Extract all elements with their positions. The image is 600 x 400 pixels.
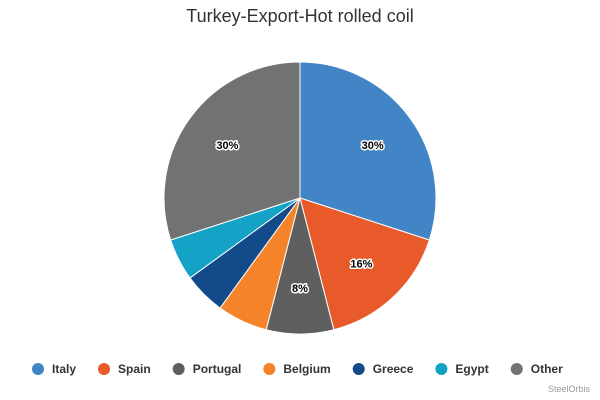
data-label-other: 30% — [216, 140, 238, 152]
legend-label-egypt: Egypt — [455, 362, 488, 376]
legend-label-portugal: Portugal — [193, 362, 242, 376]
pie-data-labels: 30% 16% 8% 30% — [215, 139, 385, 297]
credit-text[interactable]: SteelOrbis — [547, 384, 590, 394]
legend-item-spain[interactable]: Spain — [98, 362, 151, 376]
legend-label-other: Other — [531, 362, 563, 376]
legend-marker-portugal — [172, 363, 185, 375]
pie-slices — [163, 61, 437, 335]
chart-title: Turkey-Export-Hot rolled coil — [186, 6, 414, 26]
pie-slice-other[interactable] — [163, 61, 301, 241]
legend-item-other[interactable]: Other — [510, 362, 563, 376]
data-label-italy: 30% — [362, 140, 384, 152]
legend-item-greece[interactable]: Greece — [352, 362, 414, 376]
pie-slice-italy[interactable] — [299, 61, 437, 241]
legend-marker-greece — [352, 363, 365, 375]
legend-item-portugal[interactable]: Portugal — [172, 362, 242, 376]
legend-item-egypt[interactable]: Egypt — [435, 362, 489, 376]
legend-label-italy: Italy — [52, 362, 76, 376]
legend: Italy Spain Portugal Belgium Greece Egypt Othe… — [32, 362, 563, 376]
legend-marker-other — [510, 363, 523, 375]
data-label-portugal: 8% — [292, 283, 308, 295]
legend-label-belgium: Belgium — [283, 362, 330, 376]
legend-marker-egypt — [435, 363, 448, 375]
legend-item-italy[interactable]: Italy — [32, 362, 76, 376]
pie-slice-spain[interactable] — [299, 197, 430, 331]
legend-marker-spain — [98, 363, 111, 375]
legend-marker-italy — [32, 363, 44, 375]
data-label-spain: 16% — [350, 258, 372, 270]
legend-label-spain: Spain — [118, 362, 151, 376]
legend-item-belgium[interactable]: Belgium — [263, 362, 331, 376]
legend-marker-belgium — [263, 363, 276, 375]
legend-label-greece: Greece — [373, 362, 414, 376]
